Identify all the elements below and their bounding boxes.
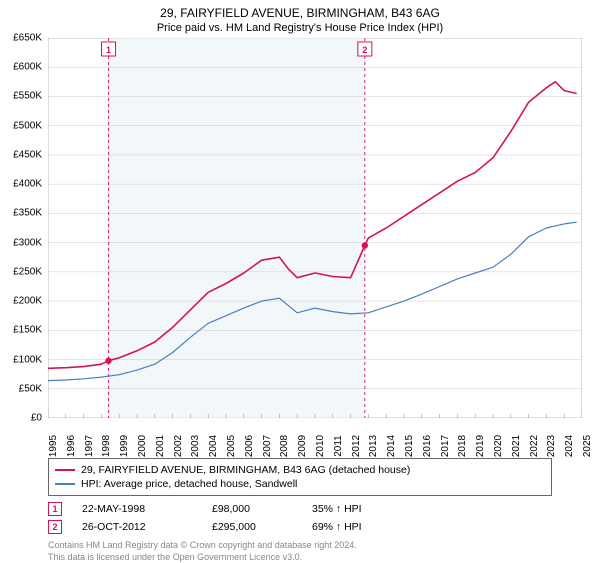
x-axis-labels: 1995199619971998199920002001200220032004…: [48, 418, 582, 452]
sales-row: 2 26-OCT-2012 £295,000 69% ↑ HPI: [48, 518, 552, 536]
x-tick-label: 2020: [493, 435, 504, 457]
svg-text:2: 2: [362, 45, 367, 55]
x-tick-label: 2016: [422, 435, 433, 457]
legend-label: 29, FAIRYFIELD AVENUE, BIRMINGHAM, B43 6…: [81, 464, 410, 476]
legend-item: HPI: Average price, detached house, Sand…: [55, 477, 545, 491]
y-axis-labels: £0£50K£100K£150K£200K£250K£300K£350K£400…: [0, 38, 44, 418]
x-tick-label: 2004: [208, 435, 219, 457]
y-tick-label: £300K: [13, 237, 42, 248]
legend-label: HPI: Average price, detached house, Sand…: [81, 478, 297, 490]
sale-marker-icon: 2: [48, 520, 62, 534]
x-tick-label: 2024: [564, 435, 575, 457]
x-tick-label: 2006: [244, 435, 255, 457]
y-tick-label: £200K: [13, 296, 42, 307]
y-tick-label: £250K: [13, 266, 42, 277]
sale-marker-num: 1: [52, 504, 57, 514]
y-tick-label: £500K: [13, 120, 42, 131]
x-tick-label: 2005: [226, 435, 237, 457]
y-tick-label: £550K: [13, 91, 42, 102]
x-tick-label: 1995: [48, 435, 59, 457]
x-tick-label: 2018: [457, 435, 468, 457]
sales-table: 1 22-MAY-1998 £98,000 35% ↑ HPI 2 26-OCT…: [48, 500, 552, 536]
x-tick-label: 2001: [155, 435, 166, 457]
chart-area: £0£50K£100K£150K£200K£250K£300K£350K£400…: [48, 38, 582, 418]
x-tick-label: 2022: [529, 435, 540, 457]
x-tick-label: 2017: [440, 435, 451, 457]
footer-line: Contains HM Land Registry data © Crown c…: [48, 540, 552, 552]
chart-container: 29, FAIRYFIELD AVENUE, BIRMINGHAM, B43 6…: [0, 0, 600, 560]
footer-line: This data is licensed under the Open Gov…: [48, 552, 552, 563]
chart-plot: 12: [48, 38, 582, 418]
x-tick-label: 2019: [475, 435, 486, 457]
x-tick-label: 2003: [190, 435, 201, 457]
sale-date: 26-OCT-2012: [82, 521, 192, 533]
chart-subtitle: Price paid vs. HM Land Registry's House …: [0, 20, 600, 38]
x-tick-label: 2010: [315, 435, 326, 457]
x-tick-label: 2025: [582, 435, 593, 457]
y-tick-label: £350K: [13, 208, 42, 219]
sale-price: £295,000: [212, 521, 292, 533]
x-tick-label: 2015: [404, 435, 415, 457]
legend: 29, FAIRYFIELD AVENUE, BIRMINGHAM, B43 6…: [48, 458, 552, 496]
y-tick-label: £600K: [13, 62, 42, 73]
x-tick-label: 2008: [279, 435, 290, 457]
sales-row: 1 22-MAY-1998 £98,000 35% ↑ HPI: [48, 500, 552, 518]
x-tick-label: 2007: [262, 435, 273, 457]
x-tick-label: 2013: [368, 435, 379, 457]
x-tick-label: 2012: [351, 435, 362, 457]
x-tick-label: 2023: [546, 435, 557, 457]
x-tick-label: 2000: [137, 435, 148, 457]
chart-title: 29, FAIRYFIELD AVENUE, BIRMINGHAM, B43 6…: [0, 0, 600, 20]
y-tick-label: £450K: [13, 149, 42, 160]
sale-marker-icon: 1: [48, 502, 62, 516]
x-tick-label: 2021: [511, 435, 522, 457]
legend-swatch: [55, 469, 75, 471]
legend-swatch: [55, 483, 75, 485]
sale-date: 22-MAY-1998: [82, 503, 192, 515]
sale-pct: 35% ↑ HPI: [312, 503, 402, 515]
x-tick-label: 1999: [119, 435, 130, 457]
x-tick-label: 1998: [101, 435, 112, 457]
sale-price: £98,000: [212, 503, 292, 515]
y-tick-label: £100K: [13, 354, 42, 365]
sale-marker-num: 2: [52, 522, 57, 532]
x-tick-label: 2002: [173, 435, 184, 457]
x-tick-label: 1996: [66, 435, 77, 457]
legend-item: 29, FAIRYFIELD AVENUE, BIRMINGHAM, B43 6…: [55, 463, 545, 477]
x-tick-label: 2014: [386, 435, 397, 457]
y-tick-label: £150K: [13, 325, 42, 336]
x-tick-label: 1997: [84, 435, 95, 457]
svg-text:1: 1: [106, 45, 111, 55]
y-tick-label: £0: [31, 413, 42, 424]
sale-pct: 69% ↑ HPI: [312, 521, 402, 533]
y-tick-label: £50K: [19, 383, 42, 394]
y-tick-label: £650K: [13, 33, 42, 44]
x-tick-label: 2009: [297, 435, 308, 457]
x-tick-label: 2011: [333, 435, 344, 457]
y-tick-label: £400K: [13, 179, 42, 190]
